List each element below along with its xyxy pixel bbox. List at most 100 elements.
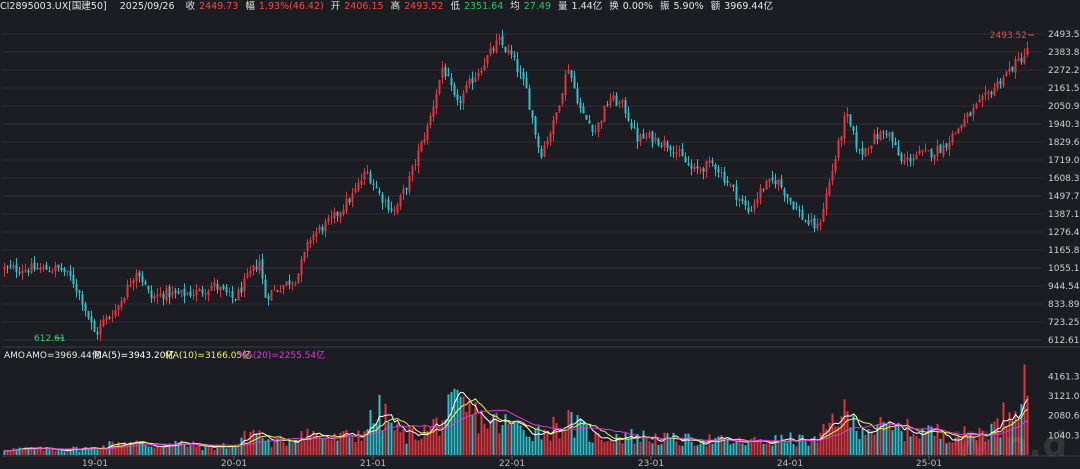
amount-bar — [702, 440, 705, 455]
amount-bar — [264, 440, 267, 455]
candle-body — [351, 193, 354, 203]
candle-body — [717, 168, 720, 173]
candle-body — [468, 78, 471, 85]
amount-bar — [594, 431, 597, 455]
amount-bar — [834, 426, 837, 455]
candle-body — [699, 169, 702, 171]
amount-tick-label: 2080.6... — [1048, 412, 1080, 422]
candle-body — [69, 270, 72, 276]
price-tick-label: 723.25 — [1048, 318, 1080, 328]
amount-bar — [765, 443, 768, 455]
candle-body — [369, 172, 372, 184]
amount-bar — [699, 443, 702, 455]
candle-body — [348, 198, 351, 203]
amount-bar — [513, 420, 516, 455]
candle-body — [996, 81, 999, 89]
candle-body — [198, 288, 201, 292]
amount-bar — [345, 429, 348, 455]
candle-body — [609, 99, 612, 106]
candle-body — [750, 210, 753, 212]
price-tick-label: 1497.74 — [1048, 192, 1080, 202]
candle-body — [720, 172, 723, 174]
candle-body — [162, 293, 165, 299]
amount-bar — [69, 450, 72, 455]
candle-body — [792, 201, 795, 210]
amount-bar — [369, 410, 372, 455]
candle-body — [135, 273, 138, 282]
amount-bar — [72, 446, 75, 455]
candle-body — [456, 94, 459, 101]
amount-bar — [816, 442, 819, 455]
amount-bar — [186, 446, 189, 455]
candle-body — [30, 263, 33, 273]
amount-bar — [453, 388, 456, 455]
amount-bar — [30, 447, 33, 455]
amount-bar — [630, 429, 633, 455]
candle-body — [111, 317, 114, 319]
amount-bar — [990, 423, 993, 455]
candle-body — [54, 265, 57, 272]
amount-bar — [807, 445, 810, 455]
amount-bar — [147, 446, 150, 455]
amount-bar — [852, 415, 855, 455]
amount-bar — [903, 441, 906, 455]
candle-body — [366, 172, 369, 174]
candle-body — [231, 291, 234, 299]
candle-body — [612, 95, 615, 100]
amount-bar — [171, 444, 174, 455]
candle-body — [534, 116, 537, 135]
candle-body — [660, 145, 663, 147]
candle-body — [957, 128, 960, 134]
candle-body — [615, 95, 618, 106]
candle-body — [309, 239, 312, 244]
amount-bar — [393, 430, 396, 455]
amount-bar — [93, 448, 96, 455]
candle-body — [150, 290, 153, 299]
candle-body — [654, 137, 657, 141]
candle-body — [651, 131, 654, 143]
amount-bar — [228, 448, 231, 455]
candle-body — [561, 93, 564, 105]
amount-tick-label: 4161.3... — [1048, 372, 1080, 382]
candle-body — [255, 266, 258, 270]
amount-bar — [756, 440, 759, 455]
candle-body — [174, 290, 177, 293]
price-tick-label: 1276.46 — [1048, 228, 1080, 238]
amount-bar — [897, 422, 900, 455]
amount-bar — [678, 445, 681, 455]
candle-body — [132, 280, 135, 284]
candle-body — [597, 122, 600, 132]
kline-chart[interactable]: 2493.52 2383.88 2272.24 2161.59 2050.95 1940.… — [0, 14, 1080, 469]
candle-body — [804, 220, 807, 222]
amount-bar — [366, 429, 369, 455]
low-label: 低 — [450, 1, 460, 12]
candle-body — [924, 149, 927, 151]
candle-body — [873, 133, 876, 145]
amount-bar — [567, 409, 570, 455]
candle-body — [306, 241, 309, 251]
amount-bar — [978, 427, 981, 455]
candle-body — [81, 294, 84, 305]
turnover-value: 0.00% — [622, 1, 653, 12]
price-axis: 2493.52 2383.88 2272.24 2161.59 2050.95 1940.… — [1048, 30, 1080, 346]
amount-bar — [324, 438, 327, 455]
candle-body — [228, 291, 231, 293]
amount-bar — [804, 441, 807, 455]
amount-bar — [795, 446, 798, 455]
amount-bar — [282, 442, 285, 455]
candle-body — [912, 158, 915, 161]
amount-bar — [441, 420, 444, 455]
amount-bar — [660, 444, 663, 455]
amount-bar — [723, 438, 726, 455]
amount-bar — [654, 433, 657, 455]
amount-bar — [888, 422, 891, 455]
amount-bar — [132, 441, 135, 455]
candle-body — [840, 136, 843, 141]
candle-body — [45, 264, 48, 270]
amount-bar — [651, 443, 654, 455]
candle-body — [837, 140, 840, 158]
candle-body — [942, 145, 945, 156]
candle-body — [684, 157, 687, 163]
amount-bar — [162, 447, 165, 455]
candle-body — [885, 133, 888, 135]
